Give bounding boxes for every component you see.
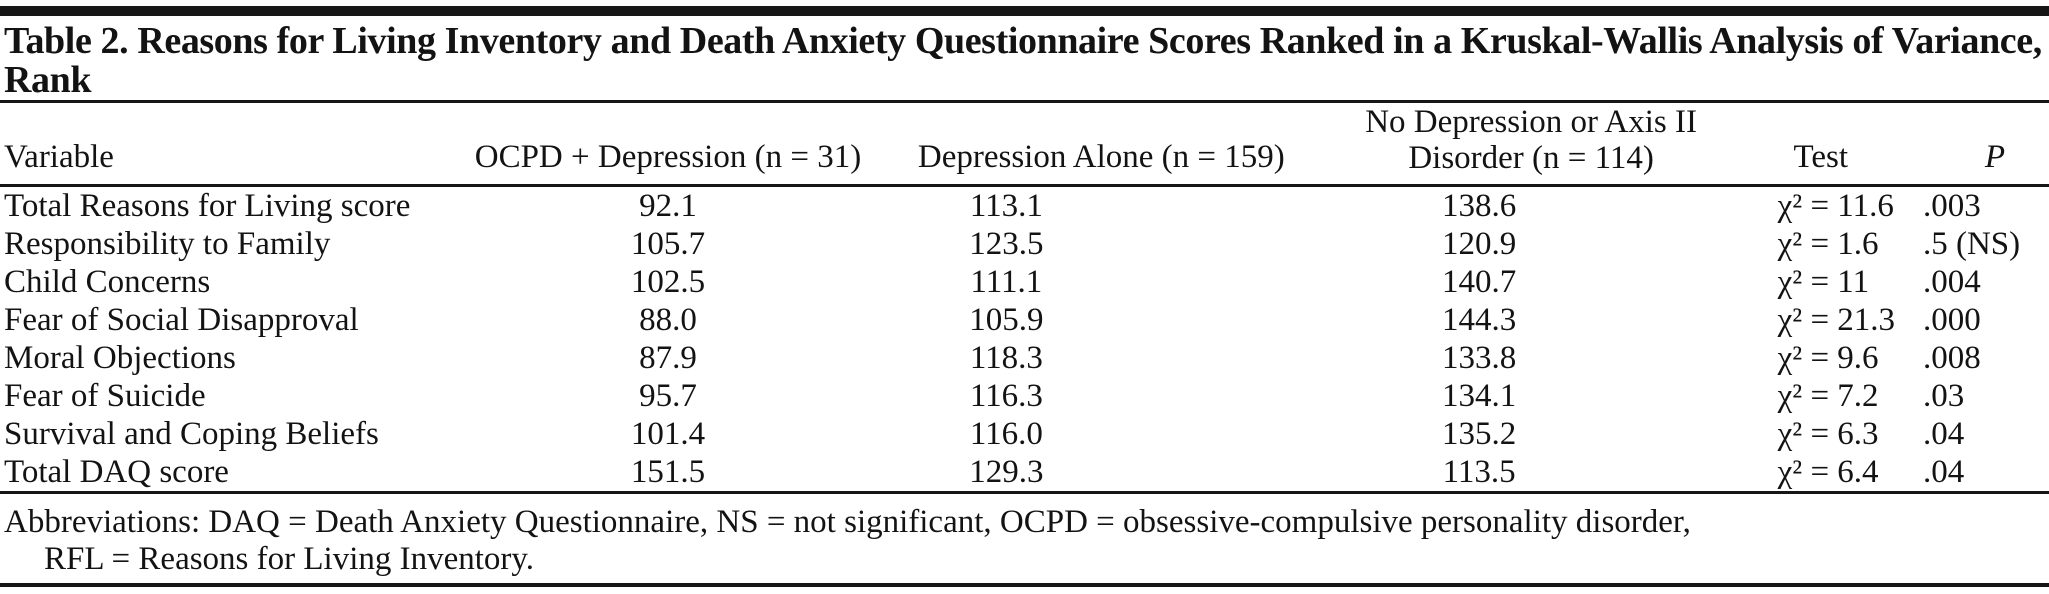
column-header-variable: Variable [0, 101, 455, 187]
cell-variable: Total Reasons for Living score [4, 188, 411, 224]
cell-variable: Fear of Suicide [4, 378, 206, 414]
cell-ocpd-depression: 102.5 [630, 264, 706, 300]
cell-ocpd-depression: 95.7 [639, 378, 697, 414]
top-rule-bar [0, 6, 2049, 16]
cell-test-statistic: χ² = 6.4 [1700, 453, 1881, 494]
cell-test-statistic: χ² = 11 [1777, 264, 1870, 300]
table-title-line1: Table 2. Reasons for Living Inventory an… [4, 20, 2042, 62]
cell-ocpd-depression: 105.7 [630, 226, 706, 262]
column-header-no-depression-line1: No Depression or Axis II [1365, 104, 1698, 140]
table-title-line2: Rank [4, 59, 92, 101]
table-row: Child Concerns 102.5 111.1 140.7 χ² = 11… [0, 263, 2049, 301]
column-header-p: P [1880, 101, 2049, 187]
footnote-line2: RFL = Reasons for Living Inventory. [44, 541, 535, 577]
cell-depression-alone: 116.3 [969, 378, 1043, 414]
cell-test-statistic: χ² = 6.3 [1777, 416, 1879, 452]
cell-test-statistic: χ² = 21.3 [1777, 302, 1896, 338]
cell-depression-alone: 116.0 [969, 416, 1043, 452]
cell-p-value: .000 [1922, 302, 1981, 338]
cell-no-depression: 138.6 [1442, 188, 1517, 224]
cell-test-statistic: χ² = 1.6 [1777, 226, 1879, 262]
cell-variable: Total DAQ score [0, 453, 455, 494]
column-header-depression-alone: Depression Alone (n = 159) [881, 101, 1322, 187]
cell-depression-alone: 105.9 [969, 302, 1044, 338]
cell-depression-alone: 129.3 [881, 453, 1322, 494]
table-header: Variable OCPD + Depression (n = 31) Depr… [0, 101, 2049, 187]
cell-ocpd-depression: 88.0 [639, 302, 697, 338]
cell-no-depression: 140.7 [1442, 264, 1517, 300]
cell-no-depression: 144.3 [1442, 302, 1517, 338]
bottom-rule-bar [0, 583, 2049, 587]
cell-variable: Responsibility to Family [4, 226, 331, 262]
cell-depression-alone: 113.1 [969, 188, 1043, 224]
cell-ocpd-depression: 87.9 [639, 340, 697, 376]
table-row: Total Reasons for Living score 92.1 113.… [0, 186, 2049, 226]
cell-no-depression: 113.5 [1321, 453, 1701, 494]
cell-no-depression: 134.1 [1442, 378, 1517, 414]
column-header-no-depression: No Depression or Axis II Disorder (n = 1… [1321, 101, 1701, 187]
cell-ocpd-depression: 151.5 [454, 453, 882, 494]
column-header-ocpd-depression: OCPD + Depression (n = 31) [454, 101, 882, 187]
footnote-line1: Abbreviations: DAQ = Death Anxiety Quest… [4, 504, 1691, 540]
cell-no-depression: 135.2 [1442, 416, 1517, 452]
cell-depression-alone: 123.5 [969, 226, 1044, 262]
cell-ocpd-depression: 101.4 [630, 416, 706, 452]
table-row: Survival and Coping Beliefs 101.4 116.0 … [0, 415, 2049, 453]
cell-p-value: .008 [1922, 340, 1981, 376]
table-body: Total Reasons for Living score 92.1 113.… [0, 186, 2049, 494]
cell-p-value: .004 [1922, 264, 1981, 300]
cell-p-value: .003 [1922, 188, 1981, 224]
cell-p-value: .03 [1922, 378, 1965, 414]
cell-p-value: .04 [1880, 453, 2049, 494]
cell-variable: Moral Objections [4, 340, 236, 376]
column-header-no-depression-line2: Disorder (n = 114) [1408, 140, 1654, 176]
cell-ocpd-depression: 92.1 [639, 188, 697, 224]
column-header-test: Test [1700, 101, 1881, 187]
table-header-row: Variable OCPD + Depression (n = 31) Depr… [0, 101, 2049, 187]
cell-test-statistic: χ² = 11.6 [1777, 188, 1894, 224]
table-row: Fear of Suicide 95.7 116.3 134.1 χ² = 7.… [0, 377, 2049, 415]
cell-variable: Child Concerns [4, 264, 211, 300]
table-row: Total DAQ score 151.5 129.3 113.5 χ² = 6… [0, 453, 2049, 494]
cell-test-statistic: χ² = 9.6 [1777, 340, 1879, 376]
cell-no-depression: 120.9 [1442, 226, 1517, 262]
table-title: Table 2. Reasons for Living Inventory an… [0, 0, 2049, 100]
table-row: Moral Objections 87.9 118.3 133.8 χ² = 9… [0, 339, 2049, 377]
cell-test-statistic: χ² = 7.2 [1777, 378, 1879, 414]
table-row: Fear of Social Disapproval 88.0 105.9 14… [0, 301, 2049, 339]
cell-variable: Survival and Coping Beliefs [4, 416, 379, 452]
cell-depression-alone: 111.1 [970, 264, 1043, 300]
cell-no-depression: 133.8 [1442, 340, 1517, 376]
table-footnote: Abbreviations: DAQ = Death Anxiety Quest… [0, 494, 2049, 578]
cell-p-value: .04 [1922, 416, 1965, 452]
cell-variable: Fear of Social Disapproval [4, 302, 359, 338]
table-row: Responsibility to Family 105.7 123.5 120… [0, 225, 2049, 263]
cell-p-value: .5 (NS) [1922, 226, 2021, 262]
kruskal-wallis-table: Variable OCPD + Depression (n = 31) Depr… [0, 100, 2049, 494]
cell-depression-alone: 118.3 [969, 340, 1043, 376]
